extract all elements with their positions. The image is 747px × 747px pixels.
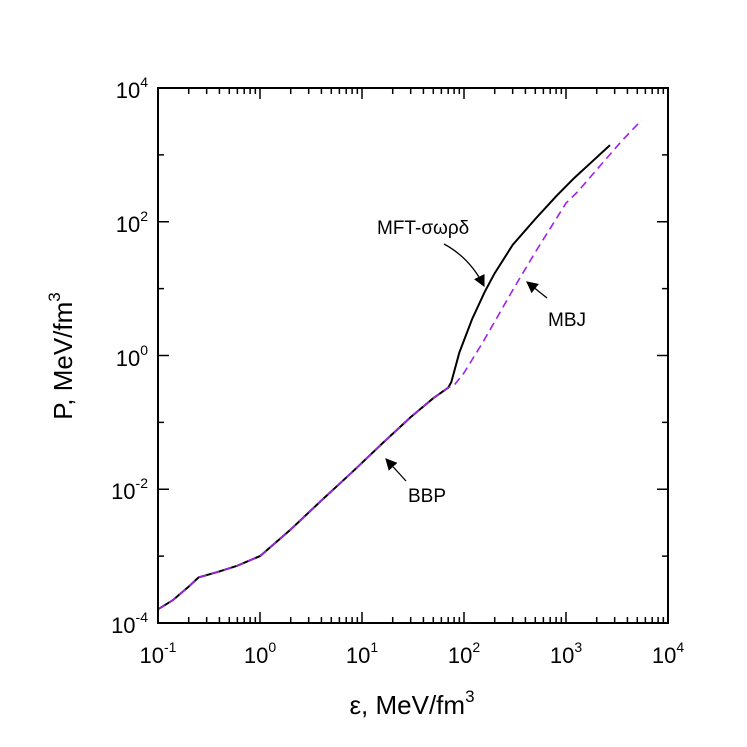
annotation-bbp-arrow [385, 458, 407, 482]
plot-frame [157, 87, 669, 624]
series-line-mbj [157, 119, 643, 610]
y-tick-label: 100 [116, 342, 148, 371]
annotation-mft-arrow [443, 243, 485, 288]
axis-ticks [157, 87, 669, 624]
series-line-mft [157, 144, 611, 611]
x-tick-label: 103 [550, 639, 582, 668]
x-tick-labels: 10-1 100 101 102 103 104 [140, 639, 685, 668]
y-tick-labels: 10-4 10-2 100 102 104 [111, 74, 148, 638]
x-tick-label: 100 [244, 639, 276, 668]
annotations: MFT-σωρδ MBJ BBP [377, 218, 586, 507]
series-layer [157, 119, 643, 611]
x-tick-label: 104 [652, 639, 684, 668]
x-tick-label: 102 [448, 639, 480, 668]
y-tick-label: 104 [116, 74, 148, 103]
annotation-mbj-arrow [526, 281, 548, 299]
annotation-mft-label: MFT-σωρδ [377, 218, 469, 239]
y-tick-label: 10-2 [111, 475, 148, 504]
annotation-mbj-label: MBJ [548, 310, 586, 331]
y-tick-label: 102 [116, 208, 148, 237]
y-axis-title: P, MeV/fm3 [45, 292, 78, 419]
x-axis-title: ε, MeV/fm3 [349, 687, 474, 720]
annotation-bbp-label: BBP [408, 486, 446, 507]
x-tick-label: 10-1 [140, 639, 177, 668]
y-tick-label: 10-4 [111, 609, 148, 638]
x-tick-label: 101 [346, 639, 378, 668]
